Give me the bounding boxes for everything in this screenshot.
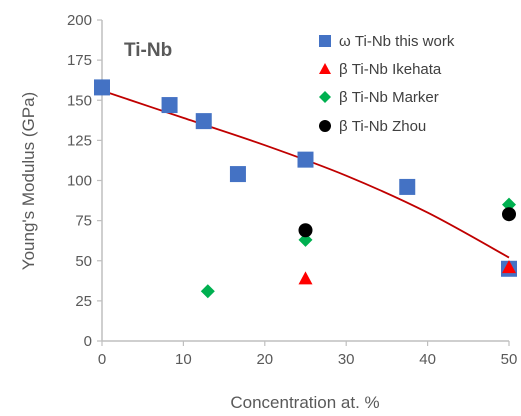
y-tick-label: 25 — [75, 293, 92, 310]
x-axis-title: Concentration at. % — [230, 393, 379, 412]
data-point-square — [399, 178, 416, 195]
data-point-square — [229, 166, 246, 183]
x-tick-label: 50 — [501, 351, 518, 368]
data-point-circle — [502, 207, 516, 222]
data-point-triangle — [502, 260, 516, 274]
x-tick-label: 0 — [98, 351, 106, 368]
y-tick-label: 100 — [67, 173, 92, 190]
legend-entry-beta-ikehata: β Ti-Nb Ikehata — [319, 61, 442, 78]
data-point-diamond — [298, 232, 313, 247]
axes-layer — [101, 20, 509, 342]
legend-marker-diamond — [319, 91, 331, 103]
x-tick-label: 40 — [419, 351, 436, 368]
series-triangle — [298, 260, 516, 285]
legend-marker-square — [319, 35, 331, 47]
points-layer — [94, 79, 517, 299]
legend-label: β Ti-Nb Zhou — [339, 118, 426, 135]
series-diamond — [200, 197, 516, 299]
x-tick-label: 30 — [338, 351, 355, 368]
y-tick-label: 0 — [84, 333, 92, 350]
series-circle — [298, 207, 516, 238]
series-square — [94, 79, 517, 277]
legend-label: ω Ti-Nb this work — [339, 33, 455, 50]
legend: ω Ti-Nb this work β Ti-Nb Ikehata β Ti-N… — [319, 33, 455, 135]
chart-annotation: Ti-Nb — [124, 40, 172, 61]
y-tick-label: 175 — [67, 52, 92, 69]
data-point-diamond — [502, 197, 516, 212]
y-tick-label: 150 — [67, 92, 92, 109]
ticks-layer: 0 25 50 75 100 125 150 175 200 0 10 20 30 40 50 — [67, 12, 517, 368]
y-tick-label: 75 — [75, 213, 92, 230]
legend-entry-beta-marker: β Ti-Nb Marker — [319, 89, 439, 106]
legend-entry-beta-zhou: β Ti-Nb Zhou — [319, 118, 426, 135]
x-tick-label: 20 — [256, 351, 273, 368]
legend-entry-omega-this-work: ω Ti-Nb this work — [319, 33, 455, 50]
data-point-square — [161, 97, 178, 114]
y-axis-title: Young's Modulus (GPa) — [19, 92, 38, 270]
legend-label: β Ti-Nb Marker — [339, 89, 439, 106]
legend-marker-circle — [319, 120, 331, 132]
legend-label: β Ti-Nb Ikehata — [339, 61, 442, 78]
data-point-circle — [298, 223, 313, 238]
y-tick-label: 125 — [67, 132, 92, 149]
data-point-square — [297, 151, 314, 168]
data-point-triangle — [298, 271, 313, 285]
y-tick-label: 50 — [75, 253, 92, 270]
x-tick-label: 10 — [175, 351, 192, 368]
data-point-square — [94, 79, 110, 96]
legend-marker-triangle — [319, 63, 331, 74]
data-point-square — [195, 113, 212, 130]
data-point-diamond — [200, 284, 215, 299]
y-tick-label: 200 — [67, 12, 92, 29]
